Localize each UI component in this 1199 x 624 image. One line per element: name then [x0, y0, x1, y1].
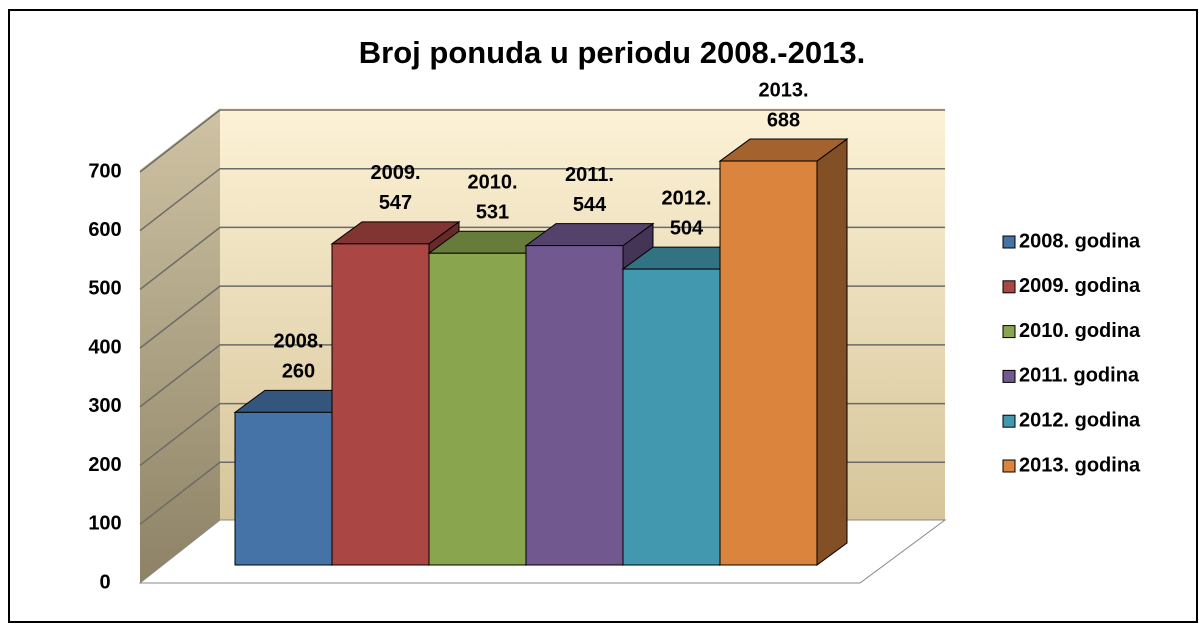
- legend-label: 2010. godina: [1019, 320, 1141, 342]
- legend-label: 2013. godina: [1019, 454, 1141, 476]
- y-tick-label: 100: [88, 513, 121, 535]
- data-label-category: 2009.: [370, 162, 420, 184]
- legend-label: 2008. godina: [1019, 230, 1141, 252]
- y-tick-label: 300: [88, 395, 121, 417]
- legend-swatch: [1002, 414, 1016, 428]
- y-tick-label: 600: [88, 219, 121, 241]
- y-tick-label: 500: [88, 278, 121, 300]
- bar: [719, 160, 818, 566]
- data-label: 504: [670, 217, 704, 239]
- grid-line: [139, 167, 945, 232]
- data-label-category: 2013.: [758, 79, 808, 101]
- data-label: 688: [767, 109, 800, 131]
- bar: [622, 268, 721, 566]
- legend-swatch: [1002, 459, 1016, 473]
- y-tick-label: 0: [99, 571, 110, 593]
- grid-line: [139, 109, 945, 173]
- data-label-category: 2010.: [467, 172, 517, 194]
- legend-swatch: [1002, 280, 1016, 294]
- y-tick-label: 200: [88, 454, 121, 476]
- legend-swatch: [1002, 325, 1016, 339]
- legend-label: 2011. godina: [1019, 365, 1140, 387]
- bar: [331, 243, 430, 566]
- bar: [525, 245, 624, 566]
- legend-label: 2009. godina: [1019, 275, 1141, 297]
- bar: [234, 411, 333, 566]
- data-label-category: 2011.: [565, 164, 614, 186]
- chart-title: Broj ponuda u periodu 2008.-2013.: [359, 35, 865, 70]
- data-label: 531: [476, 202, 509, 224]
- legend-label: 2012. godina: [1019, 409, 1141, 431]
- bar: [428, 252, 527, 566]
- data-label: 544: [573, 194, 607, 216]
- data-label-category: 2008.: [273, 331, 323, 353]
- y-tick-label: 700: [88, 160, 121, 182]
- grid-line: [139, 226, 945, 291]
- data-label: 547: [379, 192, 412, 214]
- bar-side: [816, 138, 848, 566]
- legend-swatch: [1002, 235, 1016, 249]
- y-tick-label: 400: [88, 336, 121, 358]
- legend-swatch: [1002, 369, 1016, 383]
- side-wall: [140, 108, 220, 583]
- data-label: 260: [282, 361, 315, 383]
- data-label-category: 2012.: [661, 187, 711, 209]
